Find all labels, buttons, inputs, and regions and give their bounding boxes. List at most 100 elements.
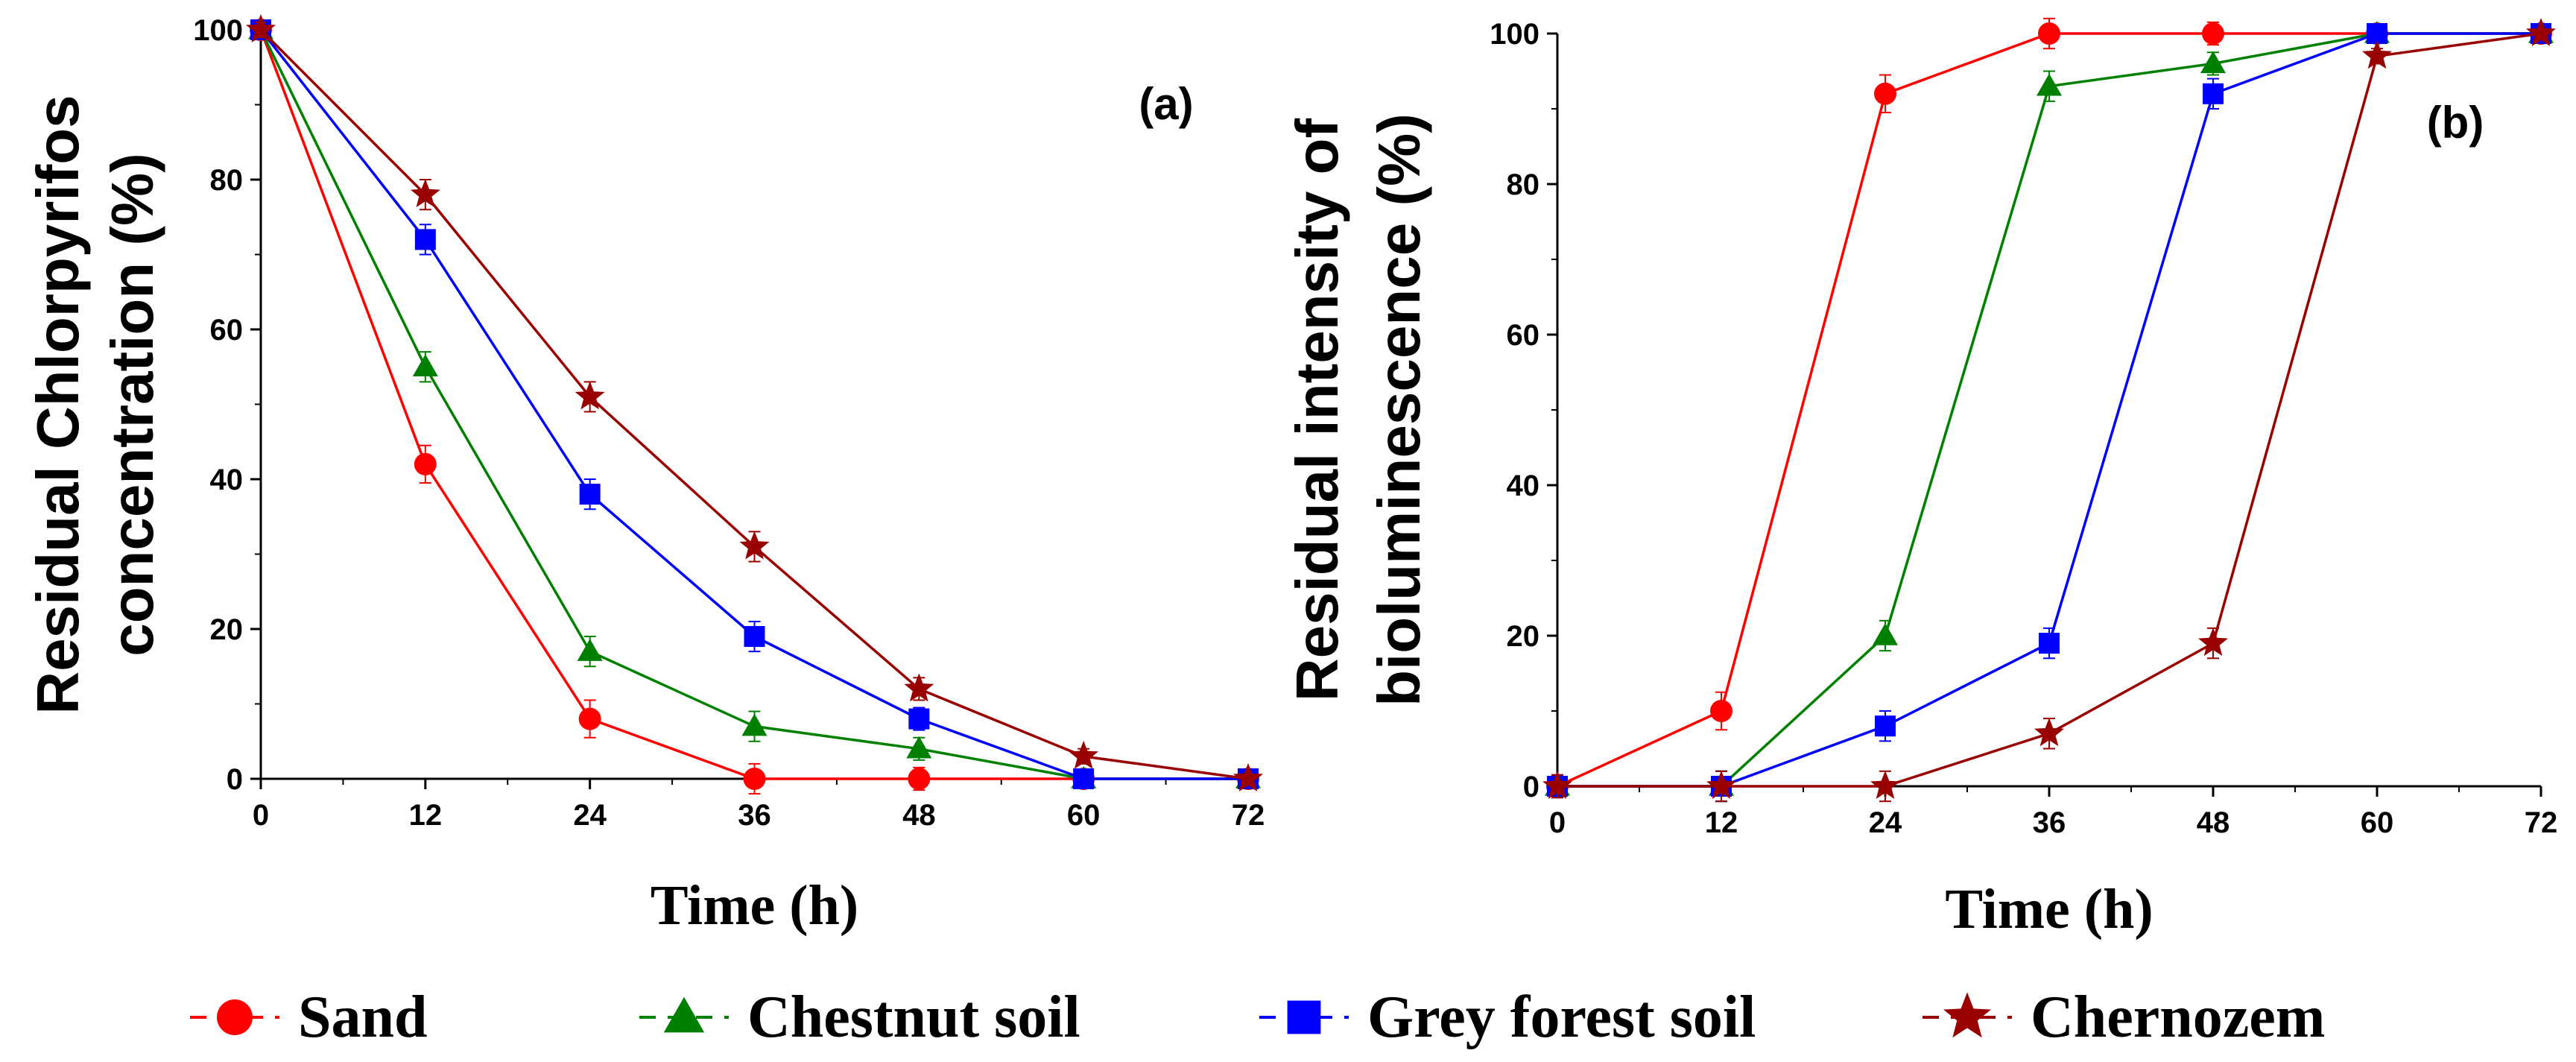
legend: Sand Chestnut soil Grey forest soil Chernoz… [190, 984, 2325, 1050]
data-point [1875, 715, 1896, 737]
series-chernozem [246, 14, 1263, 791]
data-point [2039, 633, 2060, 654]
y-tick-label: 80 [210, 164, 244, 197]
x-tick-label: 48 [902, 799, 936, 832]
x-tick-label: 0 [1549, 806, 1566, 839]
y-tick-label: 20 [1507, 620, 1540, 653]
y-tick-label: 0 [1523, 771, 1539, 803]
series-sand [250, 19, 1259, 795]
panel-b: 0 12 24 36 48 60 72 0 20 40 60 80 100 Residual intens… [1284, 17, 2558, 941]
data-point [246, 14, 276, 42]
x-tick-label: 60 [2361, 806, 2394, 839]
series-sand [1546, 17, 2552, 799]
x-tick-label: 60 [1067, 799, 1101, 832]
data-point [744, 626, 765, 648]
x-tick-label: 0 [253, 799, 269, 832]
data-point [741, 713, 768, 736]
legend-label: Grey forest soil [1367, 984, 1756, 1050]
x-axis-label: Time (h) [651, 874, 858, 937]
y-axis-label: concentration (%) [99, 153, 165, 657]
series-line [1557, 32, 2541, 788]
x-tick-label: 12 [409, 799, 443, 832]
series-line [1557, 32, 2542, 788]
y-axis-label: Residual intensity of [1284, 118, 1350, 701]
series-line [259, 29, 1248, 780]
data-point [1706, 771, 1736, 799]
data-point [414, 229, 436, 250]
y-axis-label: bioluminescence (%) [1366, 113, 1432, 707]
y-axis-label: Residual Chlorpyrifos [25, 95, 91, 714]
series-grey-forest-soil [1547, 23, 2551, 803]
data-point [414, 452, 437, 475]
data-point [1710, 700, 1732, 722]
data-point [575, 381, 605, 410]
data-point [2202, 22, 2224, 45]
panel-label: (b) [2427, 98, 2484, 148]
data-point [1233, 763, 1263, 791]
y-tick-label: 60 [210, 314, 244, 347]
data-point [578, 707, 601, 730]
panel-label: (a) [1139, 79, 1193, 129]
y-tick-label: 20 [210, 613, 244, 646]
legend-item-chestnut-soil: Chestnut soil [639, 984, 1080, 1050]
y-tick-label: 80 [1507, 168, 1540, 201]
data-point [1542, 771, 1572, 799]
data-point [1870, 771, 1900, 799]
x-tick-label: 72 [2525, 806, 2558, 839]
data-point [2526, 18, 2556, 46]
legend-item-chernozem: Chernozem [1922, 984, 2325, 1050]
data-point [904, 673, 934, 702]
legend-marker [217, 999, 253, 1035]
data-point [2198, 628, 2228, 657]
legend-label: Chestnut soil [747, 984, 1080, 1050]
x-tick-label: 36 [2033, 806, 2066, 839]
data-point [908, 768, 931, 790]
x-tick-label: 36 [738, 799, 771, 832]
data-point [906, 736, 932, 759]
y-tick-label: 0 [227, 763, 243, 796]
data-point [579, 484, 601, 505]
series-chernozem [1542, 18, 2556, 803]
y-tick-label: 60 [1507, 319, 1540, 352]
data-point [908, 708, 930, 730]
panel-a: 0 12 24 36 48 60 72 0 20 40 60 80 100 Residual Chlorp… [25, 14, 1265, 937]
y-tick-label: 100 [1490, 18, 1539, 51]
data-point [2037, 73, 2062, 96]
data-point [743, 768, 766, 790]
legend-marker [1287, 1000, 1321, 1034]
data-point [412, 354, 438, 376]
data-point [410, 179, 440, 208]
series-line [259, 29, 1248, 780]
legend-label: Sand [298, 984, 427, 1050]
legend-marker [1943, 992, 1991, 1038]
x-tick-label: 12 [1705, 806, 1738, 839]
y-tick-label: 40 [1507, 470, 1540, 502]
data-point [1874, 82, 1896, 105]
legend-item-sand: Sand [190, 984, 427, 1050]
data-point [1073, 768, 1095, 789]
legend-label: Chernozem [2031, 984, 2325, 1050]
x-axis-label: Time (h) [1945, 878, 2153, 941]
data-point [2200, 51, 2226, 74]
data-point [2362, 40, 2392, 69]
data-point [2203, 83, 2224, 104]
data-point [2034, 718, 2064, 747]
series-line [1557, 32, 2541, 788]
y-tick-label: 100 [193, 14, 243, 47]
data-point [1069, 740, 1099, 769]
data-point [1873, 623, 1898, 645]
y-tick-label: 40 [210, 464, 244, 496]
x-tick-label: 48 [2197, 806, 2230, 839]
data-point [2038, 22, 2060, 45]
x-tick-label: 72 [1232, 799, 1265, 832]
series-chestnut-soil [248, 17, 1261, 788]
series-line [259, 28, 1248, 780]
x-tick-label: 24 [573, 799, 607, 832]
legend-marker [663, 996, 705, 1033]
series-line [1557, 32, 2541, 788]
series-line [259, 28, 1249, 780]
series-chestnut-soil [1545, 21, 2554, 803]
data-point [739, 531, 770, 560]
x-tick-label: 24 [1869, 806, 1902, 839]
